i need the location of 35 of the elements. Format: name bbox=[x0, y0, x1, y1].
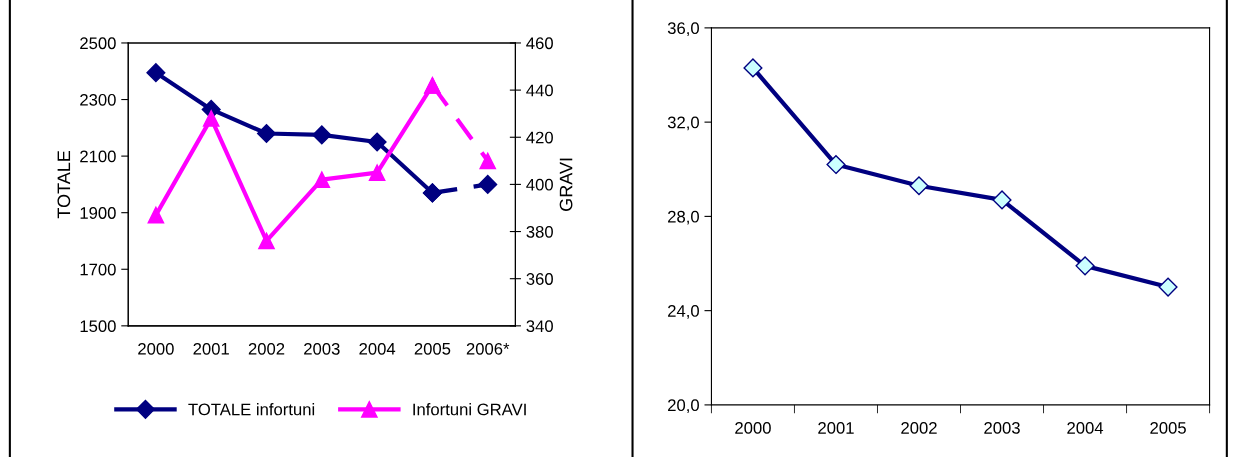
y2-tick-label: 380 bbox=[526, 225, 553, 238]
y2-tick-label: 420 bbox=[526, 131, 553, 144]
y-tick-label: 2300 bbox=[80, 93, 116, 106]
x-tick-label: 2001 bbox=[193, 342, 229, 355]
x-tick-label: 2005 bbox=[414, 342, 451, 355]
x-tick-label: 2003 bbox=[304, 342, 340, 355]
y2-axis-title: GRAVI bbox=[559, 158, 573, 211]
y2-tick-label: 440 bbox=[526, 84, 553, 97]
y-tick-label: 36,0 bbox=[667, 22, 699, 37]
x-tick-label: 2005 bbox=[1150, 422, 1186, 434]
y-tick-label: 28,0 bbox=[668, 210, 699, 225]
x-tick-label: 2006* bbox=[466, 342, 510, 355]
y-tick-label: 24,0 bbox=[668, 305, 699, 319]
y-tick-label: 1500 bbox=[80, 320, 116, 333]
y-tick-label: 32,0 bbox=[667, 116, 699, 131]
legend-label: Infortuni GRAVI bbox=[413, 403, 526, 416]
y-tick-label: 20,0 bbox=[668, 399, 699, 414]
x-tick-label: 2001 bbox=[818, 422, 854, 434]
y-tick-label: 2500 bbox=[80, 37, 116, 50]
x-tick-label: 2004 bbox=[1067, 422, 1104, 434]
y-axis-title: TOTALE bbox=[57, 150, 71, 219]
x-tick-label: 2004 bbox=[359, 342, 396, 355]
x-tick-label: 2003 bbox=[984, 422, 1020, 434]
y2-tick-label: 460 bbox=[526, 37, 553, 50]
x-tick-label: 2000 bbox=[138, 342, 174, 355]
y2-tick-label: 340 bbox=[526, 320, 553, 333]
x-tick-label: 2002 bbox=[248, 342, 285, 355]
y-tick-label: 2100 bbox=[80, 150, 116, 163]
y2-tick-label: 360 bbox=[526, 273, 553, 285]
y-tick-label: 1900 bbox=[80, 207, 116, 219]
y2-tick-label: 400 bbox=[526, 178, 553, 191]
legend-label: TOTALE infortuni bbox=[188, 403, 315, 416]
x-tick-label: 2002 bbox=[901, 422, 937, 434]
x-tick-label: 2000 bbox=[735, 422, 771, 434]
y-tick-label: 1700 bbox=[80, 263, 116, 276]
